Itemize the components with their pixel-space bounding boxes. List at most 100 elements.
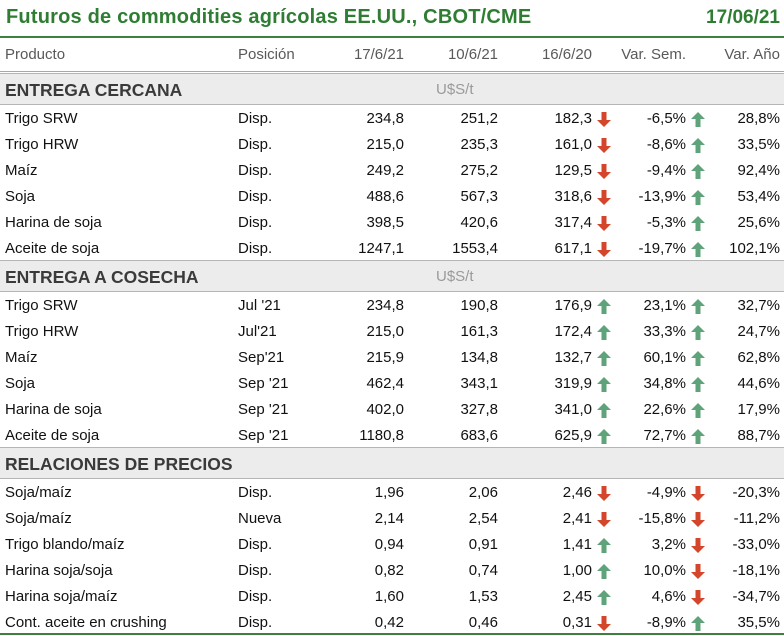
cell-yearly-change: -20,3% [732,484,780,501]
arrow-up-icon [691,351,705,366]
cell-position: Disp. [238,162,273,179]
arrow-up-icon [597,377,611,392]
arrow-up-icon [691,112,705,127]
cell-product: Cont. aceite en crushing [5,614,167,631]
arrow-up-icon [597,538,611,553]
cell-weekly-change: -9,4% [646,162,686,179]
cell-weekly-change: 4,6% [651,588,686,605]
cell-value-date2: 683,6 [460,427,498,444]
arrow-up-icon [691,242,705,257]
section-header: RELACIONES DE PRECIOS [0,447,784,479]
cell-value-date3: 625,9 [554,427,592,444]
cell-product: Harina de soja [5,214,102,231]
cell-yearly-change: 28,8% [737,110,780,127]
cell-value-date1: 1247,1 [358,240,404,257]
cell-position: Disp. [238,484,273,501]
cell-weekly-change: -15,8% [638,510,686,527]
column-header-position: Posición [238,46,295,63]
arrow-up-icon [691,325,705,340]
cell-position: Disp. [238,188,273,205]
cell-yearly-change: 32,7% [737,297,780,314]
arrow-down-icon [691,486,705,501]
cell-value-date1: 0,42 [374,614,404,631]
cell-product: Trigo HRW [5,136,79,153]
column-header-product: Producto [5,46,66,63]
section-unit: U$S/t [436,81,474,98]
cell-value-date1: 215,0 [366,136,404,153]
cell-weekly-change: 34,8% [643,375,686,392]
arrow-up-icon [691,429,705,444]
cell-value-date1: 234,8 [366,297,404,314]
cell-value-date2: 1,53 [468,588,498,605]
table-row: Trigo blando/maíz Disp. 0,94 0,91 1,41 3,2% -3… [0,532,784,558]
cell-product: Soja [5,188,36,205]
table-header: Producto Posición 17/6/21 10/6/21 16/6/2… [0,38,784,72]
column-header-date3: 16/6/20 [541,46,592,63]
cell-yearly-change: 35,5% [737,614,780,631]
cell-value-date1: 1,60 [374,588,404,605]
cell-value-date3: 2,41 [562,510,592,527]
cell-yearly-change: 88,7% [737,427,780,444]
cell-yearly-change: -34,7% [732,588,780,605]
cell-product: Trigo HRW [5,323,79,340]
cell-value-date2: 327,8 [460,401,498,418]
cell-weekly-change: -4,9% [646,484,686,501]
cell-value-date1: 234,8 [366,110,404,127]
section-title: RELACIONES DE PRECIOS [5,454,233,474]
column-header-date2: 10/6/21 [447,46,498,63]
arrow-down-icon [597,164,611,179]
arrow-up-icon [691,138,705,153]
arrow-down-icon [691,590,705,605]
cell-yearly-change: 62,8% [737,349,780,366]
cell-value-date2: 420,6 [460,214,498,231]
cell-position: Nueva [238,510,282,527]
cell-weekly-change: 60,1% [643,349,686,366]
arrow-down-icon [597,486,611,501]
cell-position: Sep '21 [238,401,289,418]
cell-weekly-change: -13,9% [638,188,686,205]
arrow-up-icon [691,299,705,314]
cell-value-date2: 2,54 [468,510,498,527]
cell-weekly-change: 23,1% [643,297,686,314]
cell-value-date1: 0,94 [374,536,404,553]
cell-value-date3: 319,9 [554,375,592,392]
cell-product: Harina de soja [5,401,102,418]
table-row: Soja/maíz Disp. 1,96 2,06 2,46 -4,9% -20,3% [0,480,784,506]
table-row: Trigo HRW Jul'21 215,0 161,3 172,4 33,3% 24,7% [0,319,784,345]
cell-product: Soja/maíz [5,510,72,527]
cell-value-date3: 1,41 [562,536,592,553]
cell-product: Aceite de soja [5,427,100,444]
cell-yearly-change: 102,1% [729,240,780,257]
cell-value-date2: 0,46 [468,614,498,631]
cell-position: Disp. [238,214,273,231]
arrow-down-icon [597,512,611,527]
cell-product: Harina soja/maíz [5,588,118,605]
cell-position: Jul'21 [238,323,277,340]
arrow-up-icon [597,299,611,314]
cell-value-date3: 129,5 [554,162,592,179]
cell-position: Disp. [238,240,273,257]
cell-product: Trigo SRW [5,110,78,127]
cell-value-date3: 0,31 [562,614,592,631]
arrow-up-icon [691,377,705,392]
cell-value-date1: 215,0 [366,323,404,340]
table-row: Maíz Disp. 249,2 275,2 129,5 -9,4% 92,4% [0,158,784,184]
cell-position: Disp. [238,136,273,153]
cell-value-date3: 182,3 [554,110,592,127]
cell-product: Harina soja/soja [5,562,113,579]
cell-value-date1: 2,14 [374,510,404,527]
cell-value-date2: 1553,4 [452,240,498,257]
arrow-up-icon [691,616,705,631]
cell-value-date1: 462,4 [366,375,404,392]
cell-value-date1: 1180,8 [359,427,404,444]
cell-weekly-change: 10,0% [643,562,686,579]
cell-weekly-change: 3,2% [651,536,686,553]
arrow-up-icon [597,351,611,366]
cell-position: Disp. [238,110,273,127]
page-title: Futuros de commodities agrícolas EE.UU.,… [6,6,532,28]
cell-yearly-change: 25,6% [737,214,780,231]
cell-yearly-change: 33,5% [737,136,780,153]
cell-product: Trigo SRW [5,297,78,314]
cell-yearly-change: 24,7% [737,323,780,340]
section-title: ENTREGA CERCANA [5,80,183,100]
